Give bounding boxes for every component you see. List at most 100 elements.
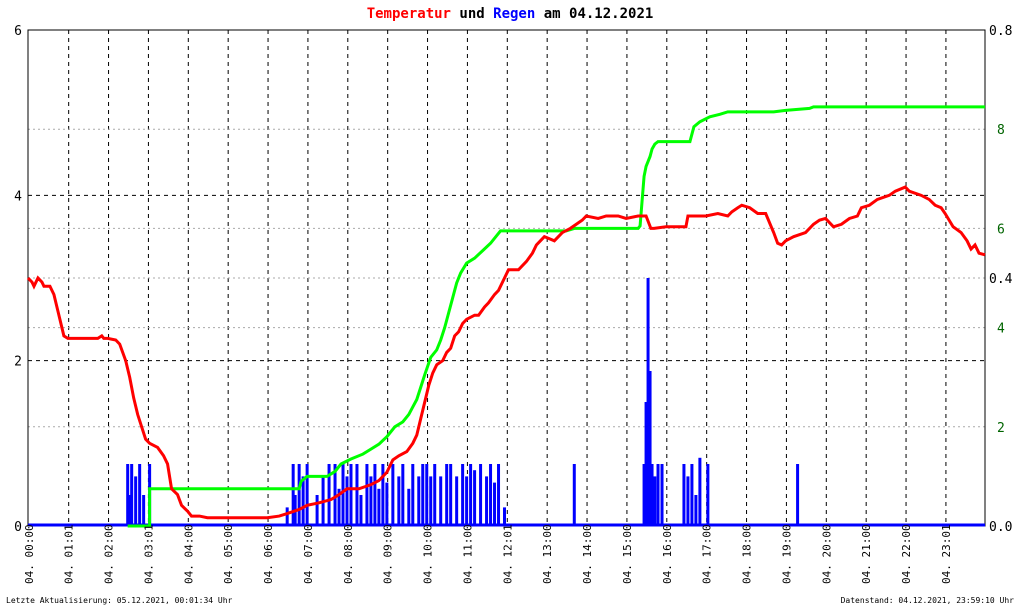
rain-bar [341, 464, 345, 526]
title-date: am 04.12.2021 [535, 6, 653, 22]
tick-labels: 0 2 4 6 0.0 0.4 0.8 2 4 6 8 04. 00:00 04. 01:01 04. 0… [14, 24, 1012, 584]
plot-frame [27, 29, 986, 527]
rain-bar [425, 464, 429, 526]
x-tick-label: 04. 21:00 [860, 524, 873, 584]
y-right-sum-tick-label: 6 [997, 222, 1005, 237]
rain-bar [301, 476, 305, 526]
x-tick-label: 04. 22:00 [900, 524, 913, 584]
rain-bar [315, 495, 319, 526]
rain-bar [373, 464, 377, 526]
y-right-sum-tick-label: 8 [997, 123, 1005, 138]
series [26, 105, 986, 528]
y-right-rate-tick-label: 0.8 [989, 24, 1012, 39]
rain-bar [333, 464, 337, 526]
title-rain: Regen [493, 6, 535, 22]
x-tick-label: 04. 14:00 [581, 524, 594, 584]
rain-bar [493, 482, 497, 526]
rain-bar [345, 476, 349, 526]
title-and: und [451, 6, 493, 22]
rain-bar [381, 464, 385, 526]
y-right-sum-tick-label: 4 [997, 322, 1005, 337]
rain-bar [407, 488, 411, 526]
rain-bar [503, 507, 507, 526]
rain-cumulative-line [127, 105, 985, 528]
rain-bar [648, 371, 652, 526]
grid [28, 30, 985, 526]
x-tick-label: 04. 17:00 [701, 524, 714, 584]
x-tick-label: 04. 06:00 [262, 524, 275, 584]
rain-bar [445, 464, 449, 526]
rain-bar [349, 464, 353, 526]
rain-bar [650, 464, 654, 526]
rain-bar [660, 464, 664, 526]
rain-bar [642, 464, 646, 526]
rain-bar [433, 464, 437, 526]
y-left-tick-label: 0 [14, 520, 22, 535]
x-tick-label: 04. 00:00 [23, 524, 36, 584]
x-tick-label: 04. 07:00 [302, 524, 315, 584]
rain-bar [327, 464, 331, 526]
rain-bar [698, 457, 702, 526]
rain-bar [485, 476, 489, 526]
x-tick-label: 04. 08:00 [342, 524, 355, 584]
rain-bar [455, 476, 459, 526]
x-tick-label: 04. 20:00 [820, 524, 833, 584]
rain-bar [686, 476, 690, 526]
x-tick-label: 04. 03:01 [142, 524, 155, 584]
rain-bar [369, 476, 373, 526]
axes [27, 29, 986, 527]
rain-bar [134, 476, 138, 526]
rain-bar [694, 495, 698, 526]
x-tick-label: 04. 04:00 [182, 524, 195, 584]
y-left-tick-label: 2 [14, 355, 22, 370]
rain-bar [473, 470, 477, 526]
x-tick-label: 04. 02:00 [103, 524, 116, 584]
rain-bar [130, 464, 134, 526]
y-right-rate-tick-label: 0.4 [989, 272, 1013, 287]
y-right-rate-tick-label: 0.0 [989, 520, 1012, 535]
rain-bar [138, 464, 142, 526]
rain-bar [461, 464, 465, 526]
y-left-tick-label: 6 [14, 24, 22, 39]
rain-bar [796, 464, 800, 526]
x-tick-label: 04. 13:00 [541, 524, 554, 584]
x-tick-label: 04. 09:00 [382, 524, 395, 584]
x-tick-label: 04. 11:00 [461, 524, 474, 584]
rain-bar [690, 464, 694, 526]
rain-bar [421, 464, 425, 526]
x-tick-label: 04. 10:00 [422, 524, 435, 584]
y-right-sum-tick-label: 2 [997, 421, 1005, 436]
rain-bar [391, 464, 395, 526]
rain-bar [365, 464, 369, 526]
rain-bar [644, 402, 648, 526]
rain-bar [297, 464, 301, 526]
rain-bar [479, 464, 483, 526]
rain-bar [497, 464, 501, 526]
rain-bar [385, 482, 389, 526]
rain-bar [359, 495, 363, 526]
x-tick-label: 04. 19:00 [780, 524, 793, 584]
rain-bar [126, 464, 130, 526]
rain-bar [142, 495, 146, 526]
title-temperature: Temperatur [367, 6, 451, 22]
rain-bar [377, 488, 381, 526]
rain-bar [128, 495, 132, 526]
rain-bar [291, 464, 295, 526]
x-tick-label: 04. 18:00 [741, 524, 754, 584]
rain-bar [656, 464, 660, 526]
rain-bar [411, 464, 415, 526]
rain-bar [429, 476, 433, 526]
chart-title: Temperatur und Regen am 04.12.2021 [367, 6, 654, 22]
rain-bar [572, 464, 576, 526]
rain-bar [285, 507, 289, 526]
rain-bar [449, 464, 453, 526]
rain-bar [355, 464, 359, 526]
rain-bar [465, 476, 469, 526]
x-tick-label: 04. 05:00 [222, 524, 235, 584]
x-tick-label: 04. 01:01 [63, 524, 76, 584]
rain-bar [469, 464, 473, 526]
rain-bar [337, 488, 341, 526]
rain-bar [417, 476, 421, 526]
y-left-tick-label: 4 [14, 189, 22, 204]
